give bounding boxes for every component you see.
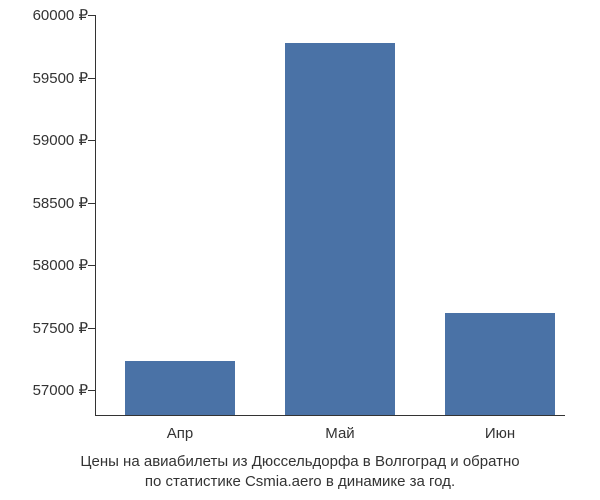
bar [445, 313, 555, 416]
y-tick-label: 57000 ₽ [33, 381, 88, 399]
y-tick [88, 328, 95, 329]
y-tick [88, 203, 95, 204]
y-tick-label: 57500 ₽ [33, 319, 88, 337]
chart-caption: Цены на авиабилеты из Дюссельдорфа в Вол… [0, 452, 600, 493]
x-tick-label: Июн [485, 425, 515, 442]
y-tick [88, 140, 95, 141]
bar [125, 361, 235, 415]
y-tick-label: 59500 ₽ [33, 69, 88, 87]
y-tick [88, 15, 95, 16]
y-tick [88, 78, 95, 79]
x-tick-label: Апр [167, 425, 193, 442]
y-tick-label: 59000 ₽ [33, 131, 88, 149]
y-tick-label: 60000 ₽ [33, 6, 88, 24]
caption-line1: Цены на авиабилеты из Дюссельдорфа в Вол… [80, 453, 519, 470]
bar [285, 43, 395, 416]
plot-area [95, 15, 565, 415]
price-chart: 57000 ₽ 57500 ₽ 58000 ₽ 58500 ₽ 59000 ₽ 59500… [0, 0, 600, 500]
x-tick-label: Май [325, 425, 354, 442]
y-tick-label: 58000 ₽ [33, 256, 88, 274]
y-tick [88, 390, 95, 391]
y-tick-label: 58500 ₽ [33, 194, 88, 212]
y-tick [88, 265, 95, 266]
caption-line2: по статистике Csmia.aero в динамике за г… [145, 473, 455, 490]
x-axis [95, 415, 565, 416]
